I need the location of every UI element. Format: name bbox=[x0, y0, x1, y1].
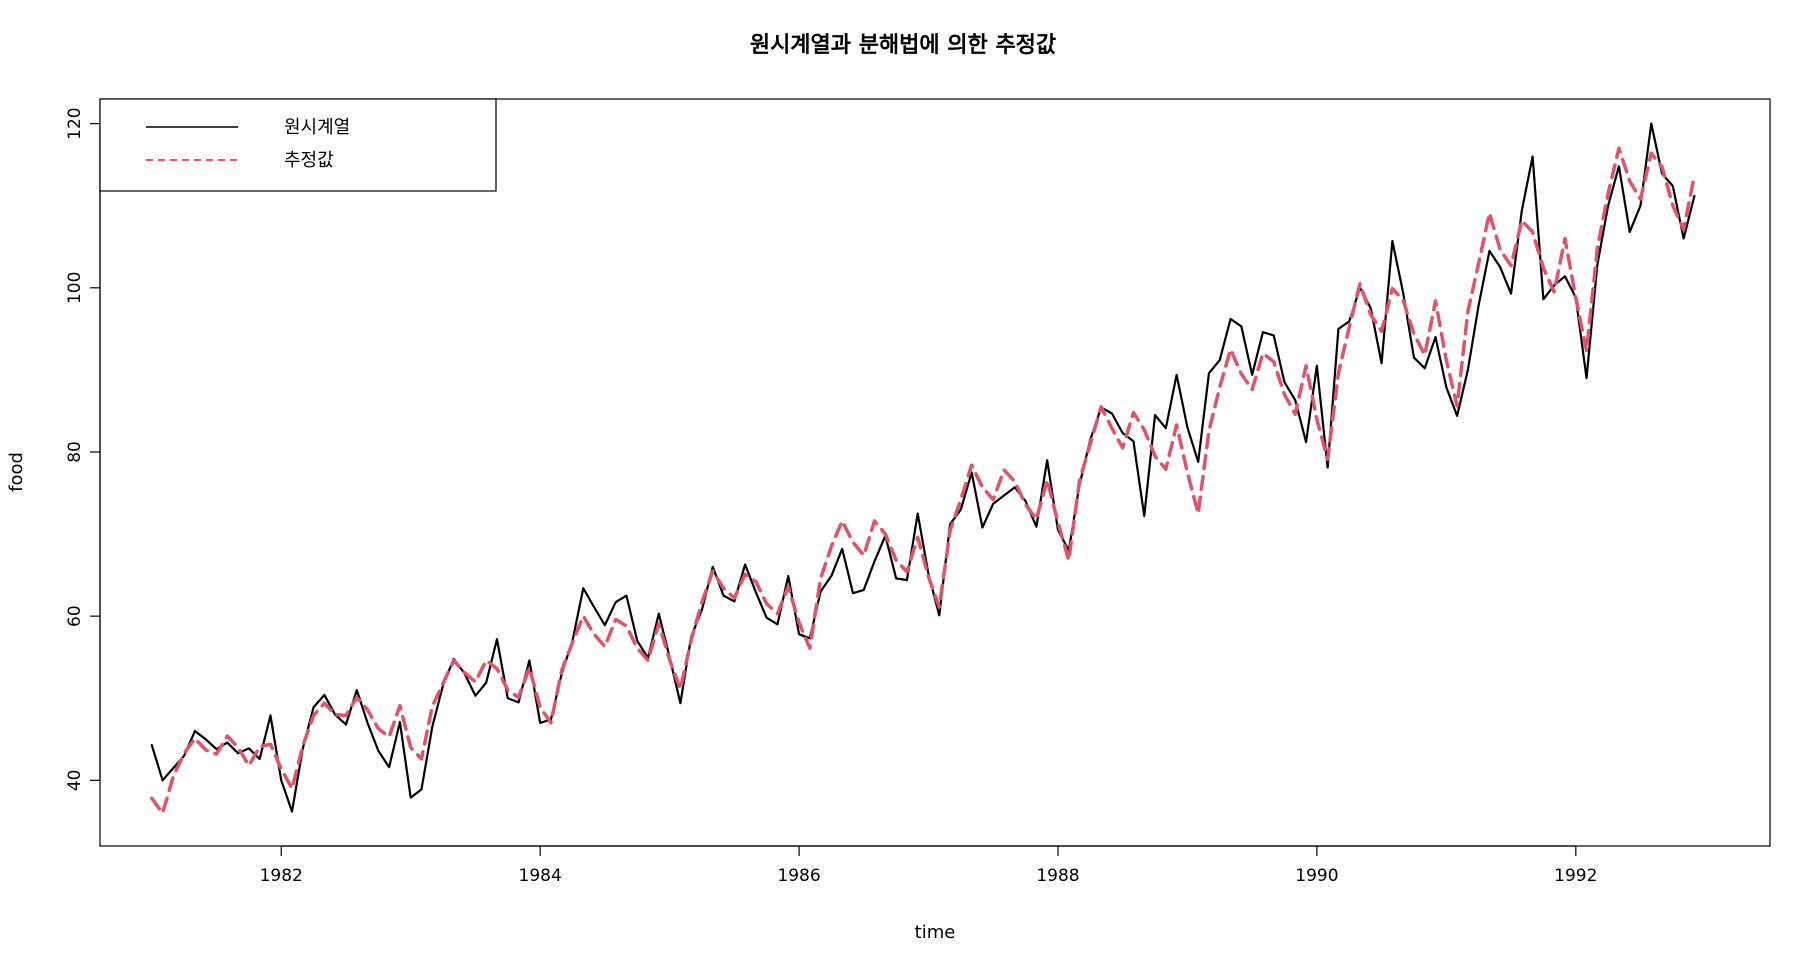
x-tick-label: 1986 bbox=[777, 866, 820, 886]
series-line-original bbox=[150, 122, 1696, 813]
legend-box bbox=[99, 98, 497, 192]
y-tick-label: 100 bbox=[65, 272, 85, 304]
x-axis-title: time bbox=[915, 922, 956, 943]
legend-label-estimate: 추정값 bbox=[284, 150, 334, 171]
x-axis: 1982 1984 1986 1988 1990 1992 bbox=[260, 845, 1597, 886]
y-tick-label: 120 bbox=[65, 107, 85, 139]
x-tick-label: 1992 bbox=[1554, 866, 1597, 886]
chart-title: 원시계열과 분해법에 의한 추정값 bbox=[750, 33, 1056, 58]
x-tick-label: 1990 bbox=[1295, 866, 1338, 886]
legend: 원시계열 추정값 bbox=[99, 98, 497, 192]
plot-frame bbox=[99, 98, 1771, 847]
y-axis-title: food bbox=[6, 452, 27, 492]
y-axis: 40 60 80 100 120 bbox=[65, 107, 101, 792]
y-tick-label: 80 bbox=[65, 441, 85, 463]
x-tick-label: 1984 bbox=[519, 866, 562, 886]
y-tick-label: 40 bbox=[65, 770, 85, 792]
legend-label-original: 원시계열 bbox=[284, 117, 350, 138]
x-tick-label: 1988 bbox=[1036, 866, 1079, 886]
series-layer bbox=[150, 122, 1697, 815]
series-line-estimate bbox=[150, 146, 1697, 815]
y-tick-label: 60 bbox=[65, 605, 85, 627]
x-tick-label: 1982 bbox=[260, 866, 303, 886]
